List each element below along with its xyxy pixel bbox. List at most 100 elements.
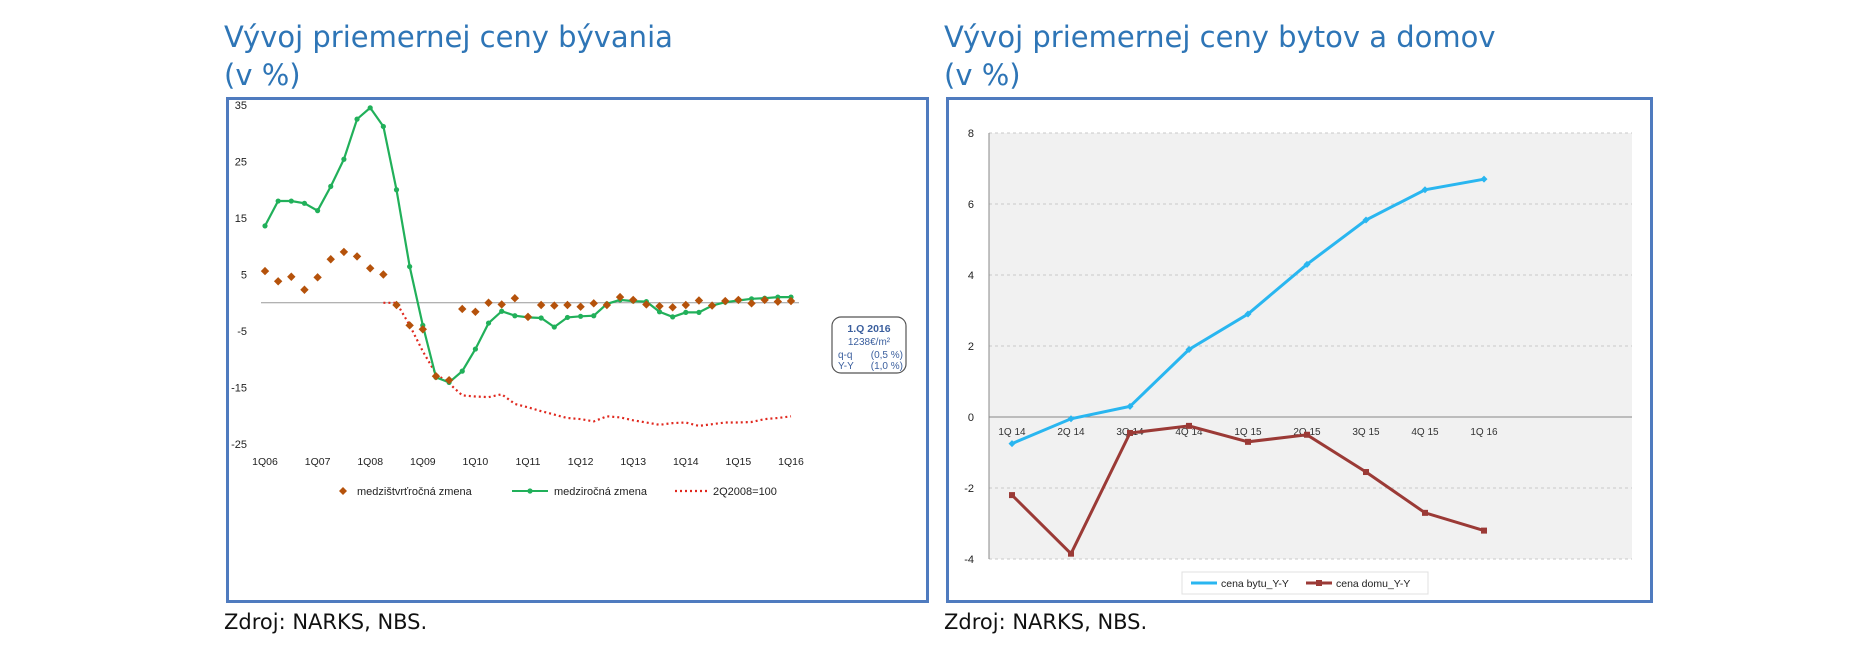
legend-dot-domy (1316, 580, 1322, 586)
right-x-axis: 1Q 14 2Q 14 3Q 14 4Q 14 1Q 15 2Q 15 3Q 15 4Q 15… (998, 427, 1498, 438)
series-medzirocna-point (288, 198, 294, 204)
series-medzirocna-point (551, 324, 557, 330)
series-medzistvrtrocna-point (484, 298, 493, 307)
legend-label-byty: cena bytu_Y-Y (1221, 578, 1289, 590)
series-medzirocna-point (341, 156, 347, 162)
series-medzirocna-point (775, 294, 781, 300)
series-medzistvrtrocna-point (536, 300, 546, 310)
y-tick-label: 8 (968, 128, 974, 140)
series-medzirocna-point (380, 123, 386, 130)
x-tick-label: 1Q13 (620, 456, 646, 468)
series-medzistvrtrocna-point (707, 301, 717, 310)
series-2q2008-100-line (383, 301, 792, 428)
series-medzirocna-point (315, 208, 321, 214)
series-medzirocna-point (591, 313, 597, 319)
x-tick-label: 1Q07 (305, 456, 331, 468)
legend-marker-medzistvrtrocna (339, 487, 347, 495)
series-medzirocna-point (472, 346, 478, 352)
left-x-axis: 1Q06 1Q07 1Q08 1Q09 1Q10 1Q11 1Q12 1Q13 1Q14 1Q15… (252, 456, 804, 468)
series-cena-domu-y-y-point (1186, 422, 1192, 429)
legend-label-medzirocna: medziročná zmena (554, 486, 648, 498)
series-medzistvrtrocna-point (681, 300, 690, 310)
series-medzistvrtrocna-point (721, 296, 730, 306)
y-tick-label: 2 (968, 341, 974, 353)
series-medzistvrtrocna-point (602, 300, 612, 310)
series-medzistvrtrocna-point (300, 285, 309, 294)
series-medzistvrtrocna-point (379, 270, 388, 279)
y-tick-label: 25 (235, 157, 247, 169)
series-cena-domu-y-y-point (1009, 492, 1015, 499)
series-medzistvrtrocna-point (339, 247, 349, 257)
series-medzirocna-point (683, 309, 689, 315)
series-medzistvrtrocna-point (260, 266, 270, 276)
series-medzistvrtrocna-point (668, 303, 677, 312)
series-medzistvrtrocna-point (431, 372, 441, 381)
series-medzirocna-point (459, 368, 465, 374)
x-tick-label: 1Q16 (778, 456, 804, 468)
series-medzistvrtrocna-point (589, 299, 598, 308)
x-tick-label: 1Q14 (673, 456, 699, 468)
x-tick-label: 1Q08 (357, 456, 383, 468)
left-y-axis: -25 -15 -5 5 15 25 35 (231, 100, 799, 451)
left-title-line1: Vývoj priemernej ceny bývania (224, 20, 673, 54)
x-tick-label: 1Q09 (410, 456, 436, 468)
right-chart-frame: -4 -2 0 2 4 6 8 1Q 14 2Q 14 3Q 14 4Q 14 1Q 15 2Q 15… (946, 97, 1653, 603)
legend-dot-medzirocna (527, 488, 533, 494)
y-tick-label: -15 (231, 383, 247, 395)
series-cena-bytu-y-y-point (1303, 260, 1311, 268)
series-medzirocna-point (328, 183, 334, 189)
series-medzistvrtrocna-point (734, 295, 743, 305)
left-legend: medzištvrťročná zmena medziročná zmena 2Q2… (339, 486, 777, 498)
annotation-qq-label: q-q (838, 350, 852, 361)
x-tick-label: 1Q06 (252, 456, 278, 468)
series-medzirocna-point (301, 200, 308, 206)
series-medzirocna-point (499, 308, 505, 314)
series-medzistvrtrocna-point (352, 252, 362, 261)
series-medzistvrtrocna-point (444, 375, 454, 385)
series-cena-domu-y-y-point (1245, 438, 1251, 445)
series-medzistvrtrocna-point (471, 307, 480, 316)
series-cena-domu-y-y-point (1363, 469, 1369, 476)
right-source-note: Zdroj: NARKS, NBS. (944, 610, 1148, 634)
left-source-note: Zdroj: NARKS, NBS. (224, 610, 428, 634)
x-tick-label: 3Q 15 (1352, 427, 1380, 438)
series-medzirocna-point (262, 223, 268, 229)
right-chart-title: Vývoj priemernej ceny bytov a domov (v %… (944, 18, 1496, 94)
series-medzistvrtrocna-point (786, 296, 796, 306)
legend-label-medzistvrtrocna: medzištvrťročná zmena (357, 486, 473, 498)
x-tick-label: 4Q 15 (1411, 427, 1439, 438)
series-cena-bytu-y-y-point (1185, 346, 1193, 354)
series-medzirocna-point (538, 315, 544, 321)
series-medzirocna-point (578, 313, 584, 319)
x-tick-label: 1Q 16 (1470, 427, 1498, 438)
series-medzistvrtrocna-point (747, 299, 756, 308)
x-tick-label: 4Q 14 (1175, 427, 1203, 438)
annotation-yy-label: Y-Y (838, 361, 854, 372)
series-medzistvrtrocna-point (366, 264, 375, 273)
series-medzirocna-point (748, 296, 755, 302)
series-cena-bytu-y-y-point (1362, 216, 1370, 224)
right-title-line2: (v %) (944, 58, 1021, 92)
x-tick-label: 2Q 14 (1057, 427, 1085, 438)
series-medzistvrtrocna-point (392, 300, 401, 310)
series-medzistvrtrocna-point (694, 296, 704, 305)
series-cena-bytu-y-y-point (1067, 415, 1075, 423)
left-chart-svg: -25 -15 -5 5 15 25 35 1Q06 1Q07 1Q08 1Q09 1Q10 1Q11… (231, 100, 907, 498)
series-medzirocna-point (485, 320, 492, 326)
legend-label-2q2008-100: 2Q2008=100 (713, 486, 777, 498)
left-chart-frame: -25 -15 -5 5 15 25 35 1Q06 1Q07 1Q08 1Q09 1Q10 1Q11… (226, 97, 929, 603)
legend-label-domy: cena domu_Y-Y (1336, 578, 1410, 590)
series-medzirocna-point (275, 198, 281, 204)
x-tick-label: 1Q15 (726, 456, 752, 468)
series-medzirocna-point (354, 116, 360, 122)
series-cena-bytu-y-y-point (1421, 186, 1429, 194)
series-medzistvrtrocna-point (773, 297, 783, 306)
y-tick-label: 4 (968, 270, 974, 282)
series-medzistvrtrocna-point (523, 312, 533, 322)
series-medzistvrtrocna-point (418, 325, 427, 334)
series-medzirocna-point (512, 313, 518, 319)
x-tick-label: 1Q 15 (1234, 427, 1262, 438)
y-tick-label: 15 (235, 213, 247, 225)
series-cena-bytu-y-y-point (1126, 402, 1134, 410)
